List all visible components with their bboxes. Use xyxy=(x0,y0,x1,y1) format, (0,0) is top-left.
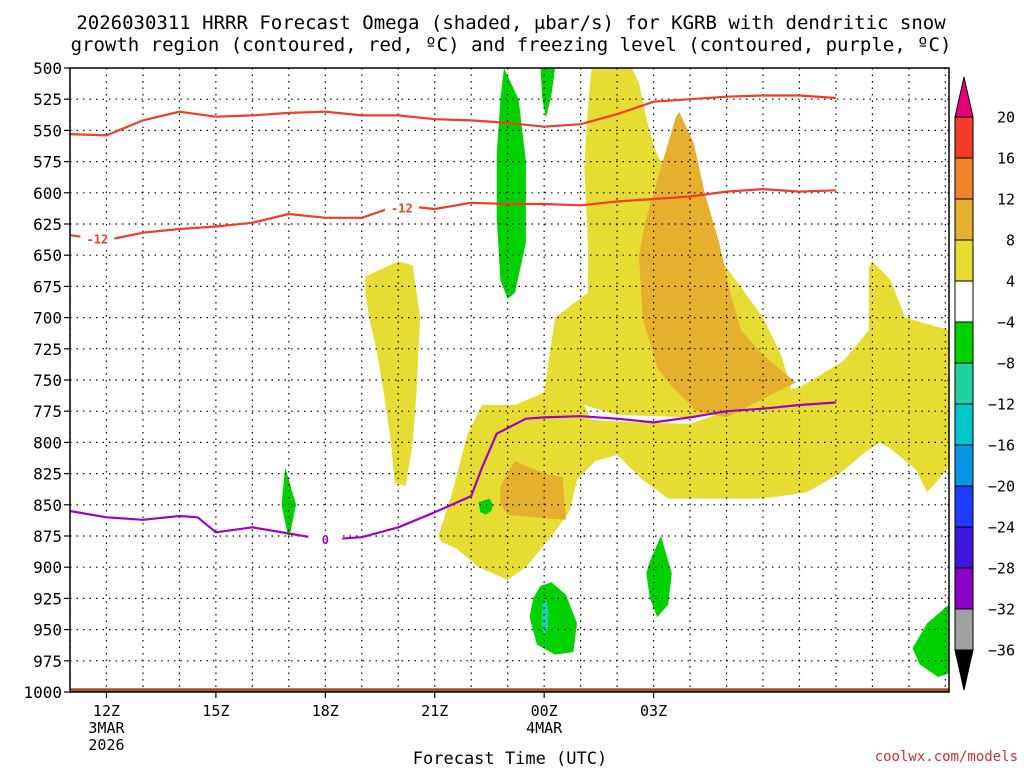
colorbar-swatch-12 xyxy=(954,116,974,159)
y-tick-label-675: 675 xyxy=(33,277,62,296)
dgz-lower-label-1: -12 xyxy=(391,201,413,215)
colorbar-swatch-8 xyxy=(954,280,974,323)
y-tick-label-725: 725 xyxy=(33,340,62,359)
y-tick-label-900: 900 xyxy=(33,558,62,577)
y-tick-label-950: 950 xyxy=(33,621,62,640)
omega-pos-4-8-low xyxy=(438,261,949,580)
x-tick-label-00Z: 00Z xyxy=(531,702,558,720)
x-tick-label-15Z: 15Z xyxy=(202,702,229,720)
omega-neg-upper-1 xyxy=(496,68,526,299)
colorbar-min-arrow xyxy=(954,649,974,691)
y-tick-label-500: 500 xyxy=(33,59,62,78)
colorbar-label-1: −32 xyxy=(988,601,1015,619)
freezing-level-line xyxy=(69,401,836,541)
y-tick-label-600: 600 xyxy=(33,184,62,203)
colorbar-label-10: 8 xyxy=(1006,232,1015,250)
colorbar-label-7: −8 xyxy=(997,355,1015,373)
y-tick-label-825: 825 xyxy=(33,465,62,484)
y-tick-label-575: 575 xyxy=(33,153,62,172)
x-tick-label-12Z: 12Z xyxy=(93,702,120,720)
colorbar-label-0: −36 xyxy=(988,642,1015,660)
omega-neg-low-1 xyxy=(478,498,494,515)
colorbar-label-5: −16 xyxy=(988,437,1015,455)
ground-surface xyxy=(70,688,949,692)
colorbar-swatch-5 xyxy=(954,403,974,446)
x-axis-title: Forecast Time (UTC) xyxy=(413,749,607,768)
colorbar-swatch-4 xyxy=(954,444,974,487)
colorbar-label-6: −12 xyxy=(988,396,1015,414)
omega-neg-8-12-core xyxy=(541,598,549,636)
y-tick-label-775: 775 xyxy=(33,402,62,421)
omega-pos-8-12-low xyxy=(500,461,566,520)
dgz-upper-line xyxy=(69,94,836,137)
omega-pos-8-12-upper xyxy=(639,111,796,418)
colorbar-swatch-9 xyxy=(954,239,974,282)
x-tick-date-00Z: 4MAR xyxy=(526,719,563,737)
y-tick-label-1000: 1000 xyxy=(23,683,62,702)
x-tick-label-18Z: 18Z xyxy=(312,702,339,720)
omega-neg-upper-2 xyxy=(540,68,556,118)
dgz-lower-label-0: -12 xyxy=(87,232,109,246)
colorbar-label-9: 4 xyxy=(1006,273,1015,291)
colorbar-swatch-6 xyxy=(954,362,974,405)
y-tick-label-650: 650 xyxy=(33,246,62,265)
colorbar-label-4: −20 xyxy=(988,478,1015,496)
y-tick-label-850: 850 xyxy=(33,496,62,515)
x-tick-label-21Z: 21Z xyxy=(421,702,448,720)
freezing-level-label-0: 0 xyxy=(322,533,329,547)
y-tick-label-750: 750 xyxy=(33,371,62,390)
colorbar-label-3: −24 xyxy=(988,519,1015,537)
dgz-lower-label-bg-0 xyxy=(80,230,115,247)
x-tick-label-03Z: 03Z xyxy=(640,702,667,720)
colorbar-label-11: 12 xyxy=(997,191,1015,209)
colorbar-swatch-11 xyxy=(954,157,974,200)
colorbar-swatch-1 xyxy=(954,567,974,610)
y-tick-label-700: 700 xyxy=(33,309,62,328)
colorbar-max-arrow xyxy=(954,76,974,118)
omega-pos-4-8-mid xyxy=(365,261,421,487)
omega-neg-low-3 xyxy=(529,582,577,655)
colorbar-label-12: 16 xyxy=(997,150,1015,168)
x-tick-year-12Z: 2026 xyxy=(88,736,124,754)
colorbar-swatch-0 xyxy=(954,608,974,651)
colorbar-swatch-2 xyxy=(954,526,974,569)
omega-neg-low-4 xyxy=(646,536,672,618)
freezing-level-label-bg-0 xyxy=(308,531,343,548)
y-tick-label-550: 550 xyxy=(33,121,62,140)
colorbar-swatch-10 xyxy=(954,198,974,241)
y-tick-label-625: 625 xyxy=(33,215,62,234)
colorbar-swatch-7 xyxy=(954,321,974,364)
x-tick-date-12Z: 3MAR xyxy=(88,719,125,737)
y-tick-label-875: 875 xyxy=(33,527,62,546)
colorbar-label-8: −4 xyxy=(997,314,1015,332)
chart-title-line2: growth region (contoured, red, ºC) and f… xyxy=(71,34,952,56)
y-tick-label-525: 525 xyxy=(33,90,62,109)
colorbar-label-13: 20 xyxy=(997,109,1015,127)
colorbar-swatch-3 xyxy=(954,485,974,528)
chart-title-line1: 2026030311 HRRR Forecast Omega (shaded, … xyxy=(76,12,946,34)
colorbar-label-2: −28 xyxy=(988,560,1015,578)
dgz-lower-line xyxy=(69,188,836,242)
credit-text: coolwx.com/models xyxy=(875,749,1018,765)
y-tick-label-925: 925 xyxy=(33,589,62,608)
y-tick-label-800: 800 xyxy=(33,433,62,452)
omega-neg-low-5 xyxy=(912,604,949,677)
dgz-lower-label-bg-1 xyxy=(384,199,419,216)
y-tick-label-975: 975 xyxy=(33,652,62,671)
